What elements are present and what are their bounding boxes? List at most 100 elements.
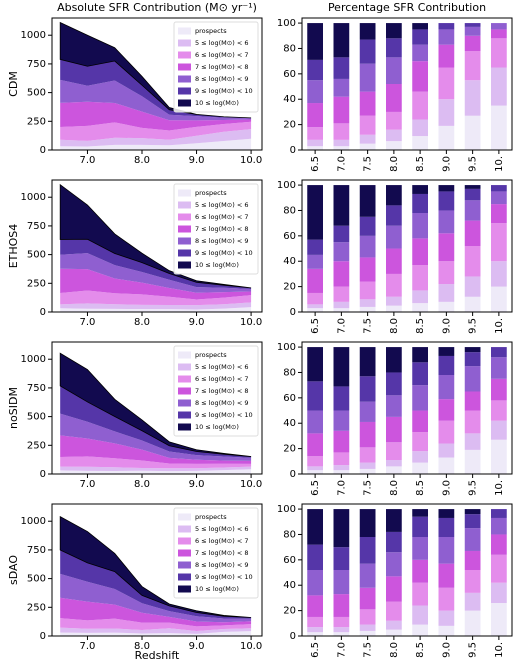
legend-swatch [178, 411, 191, 419]
area-layer [60, 101, 252, 131]
bar-segment [438, 347, 455, 356]
bar-segment [307, 103, 323, 128]
legend-swatch [178, 387, 191, 395]
bar-segment [464, 23, 481, 27]
bar-segment [307, 239, 323, 255]
plot-frame [51, 503, 263, 637]
bar-segment [333, 470, 350, 474]
y-tick-label: 750 [27, 59, 46, 70]
bar-segment [307, 456, 323, 467]
legend-swatch [178, 363, 191, 371]
legend-label: 7 ≤ log(M⊙) < 8 [195, 387, 248, 395]
x-tick-label: 8.0 [134, 317, 150, 328]
bar-segment [464, 352, 481, 367]
y-tick-label: 750 [27, 221, 46, 232]
bar-segment [438, 587, 455, 611]
bar-segment [386, 23, 402, 39]
area-layer [60, 627, 252, 634]
bar-segment [464, 366, 481, 392]
y-tick-label: 80 [283, 205, 296, 216]
bar-segment [464, 246, 481, 277]
y-axis-label: ETHOS4 [7, 224, 20, 269]
bar-segment [359, 299, 376, 307]
legend-label: 7 ≤ log(M⊙) < 8 [195, 63, 248, 71]
bar-segment [386, 601, 402, 621]
bar-segment [333, 308, 350, 312]
y-axis-label: sDAO [7, 555, 20, 585]
bar-segment [412, 410, 428, 433]
bar-segment [438, 375, 455, 400]
legend-swatch [178, 561, 191, 569]
bar-segment [333, 261, 350, 287]
bar-segment [359, 257, 376, 282]
bar-segment [412, 347, 428, 363]
bar-segment [307, 304, 323, 309]
x-tick-label: 10. [494, 642, 505, 658]
bar-segment [307, 570, 323, 596]
area-layer [60, 573, 252, 623]
bar-segment [359, 91, 376, 116]
area-layer [59, 352, 252, 457]
legend-label: 5 ≤ log(M⊙) < 6 [195, 525, 248, 533]
bar-segment [412, 119, 428, 137]
bar-segment [412, 44, 428, 62]
legend-label: 6 ≤ log(M⊙) < 7 [195, 375, 248, 383]
x-tick-label: 10. [494, 480, 505, 496]
bar-segment [412, 432, 428, 452]
bar-segment [412, 29, 428, 45]
area-layer [60, 121, 252, 141]
x-tick-label: 10.0 [240, 155, 262, 166]
bar-segment [307, 292, 323, 305]
area-layer [60, 307, 252, 312]
area-layer [60, 631, 252, 636]
x-tick-label: 8.0 [389, 480, 400, 496]
y-tick-label: 20 [283, 444, 296, 455]
legend-box [173, 183, 259, 275]
bar-segment [386, 531, 402, 553]
y-tick-label: 20 [283, 282, 296, 293]
y-tick-label: 250 [27, 278, 46, 289]
bar-segment [386, 466, 402, 474]
legend-swatch [178, 549, 191, 557]
y-tick-label: 60 [283, 393, 296, 404]
bar-segment [307, 139, 323, 147]
y-tick-label: 500 [27, 574, 46, 585]
area-layer [60, 550, 252, 619]
bar-segment [464, 35, 481, 51]
y-tick-label: 40 [283, 256, 296, 267]
area-layer [60, 456, 252, 469]
bar-segment [333, 185, 350, 226]
y-tick-label: 0 [40, 307, 46, 318]
y-tick-label: 40 [283, 580, 296, 591]
bar-segment [307, 616, 323, 628]
x-tick-label: 7.0 [336, 156, 347, 172]
bar-segment [359, 624, 376, 631]
legend-label: prospects [195, 27, 227, 35]
bar-segment [386, 185, 402, 206]
bar-segment [359, 235, 376, 258]
bar-segment [386, 273, 402, 297]
bar-segment [386, 620, 402, 630]
bar-segment [386, 347, 402, 373]
legend-swatch [178, 213, 191, 221]
area-layer [60, 268, 252, 300]
bar-segment [438, 443, 455, 458]
panel-title: Percentage SFR Contribution [328, 1, 486, 14]
bar-segment [333, 430, 350, 453]
panel-title: Absolute SFR Contribution (M⊙ yr⁻¹) [57, 1, 257, 14]
area-layer [60, 618, 252, 631]
y-tick-label: 40 [283, 418, 296, 429]
bar-segment [307, 544, 323, 570]
x-tick-label: 7.0 [80, 479, 96, 490]
bar-segment [307, 127, 323, 140]
area-layer [60, 413, 252, 461]
x-tick-label: 7.0 [336, 480, 347, 496]
legend-swatch [178, 399, 191, 407]
x-tick-label: 8.5 [415, 480, 426, 496]
bar-segment [412, 193, 428, 213]
legend-box [173, 345, 259, 437]
x-tick-label: 10.0 [240, 479, 262, 490]
y-tick-label: 250 [27, 116, 46, 127]
y-tick-label: 750 [27, 545, 46, 556]
y-axis-label: noSIDM [7, 387, 20, 429]
